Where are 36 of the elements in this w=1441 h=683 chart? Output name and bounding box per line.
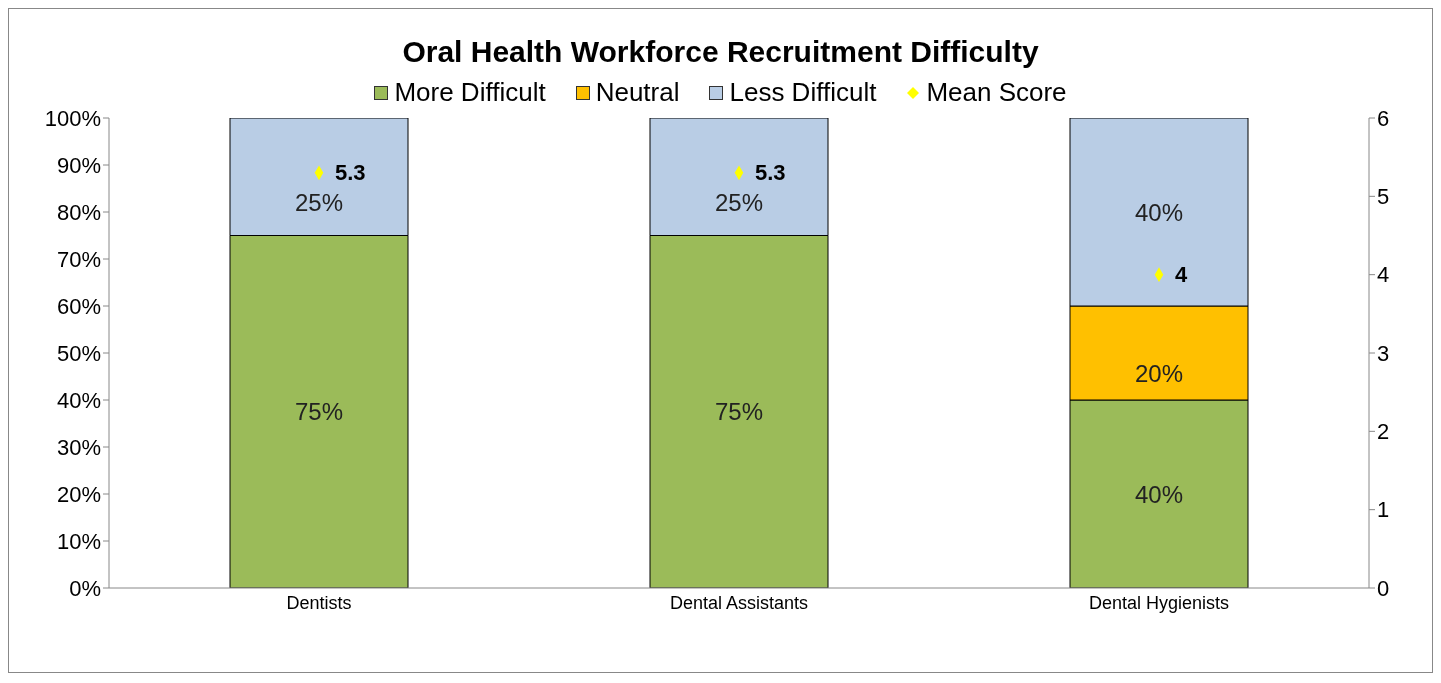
y-tick-label: 40% — [56, 387, 101, 413]
legend-label: More Difficult — [394, 77, 546, 108]
legend-label: Neutral — [595, 77, 680, 108]
data-label: 4 — [1175, 262, 1188, 288]
y-tick-label: 30% — [56, 434, 101, 460]
y-tick-label: 50% — [56, 340, 101, 366]
y-tick-label: 60% — [56, 293, 101, 319]
y-tick-label: 20% — [56, 481, 101, 507]
y-tick-label: 90% — [56, 152, 101, 178]
y-tick-label: 10% — [56, 528, 101, 554]
y-tick-label: 0% — [69, 575, 101, 601]
y2-tick-label: 5 — [1377, 184, 1390, 210]
data-label: 75% — [294, 398, 344, 426]
y-tick-label: 80% — [56, 199, 101, 225]
data-label: 20% — [1134, 360, 1184, 388]
legend-label: Mean Score — [926, 77, 1067, 108]
data-label: 40% — [1134, 198, 1184, 226]
y2-tick-label: 6 — [1377, 105, 1390, 131]
x-tick-label: Dental Hygienists — [1088, 592, 1230, 613]
data-label: 40% — [1134, 480, 1184, 508]
y2-tick-label: 2 — [1377, 419, 1390, 445]
data-label: 25% — [294, 189, 344, 217]
y-tick-label: 70% — [56, 246, 101, 272]
y2-tick-label: 0 — [1377, 575, 1390, 601]
x-tick-label: Dental Assistants — [669, 592, 809, 613]
legend-label: Less Difficult — [729, 77, 877, 108]
y2-tick-label: 4 — [1377, 262, 1390, 288]
y2-tick-label: 1 — [1377, 497, 1390, 523]
x-tick-label: Dentists — [286, 592, 352, 613]
chart-title: Oral Health Workforce Recruitment Difficulty — [401, 35, 1040, 69]
data-label: 75% — [714, 398, 764, 426]
data-label: 25% — [714, 189, 764, 217]
data-label: 5.3 — [755, 160, 786, 186]
data-label: 5.3 — [335, 160, 366, 186]
y-tick-label: 100% — [44, 105, 101, 131]
y2-tick-label: 3 — [1377, 340, 1390, 366]
